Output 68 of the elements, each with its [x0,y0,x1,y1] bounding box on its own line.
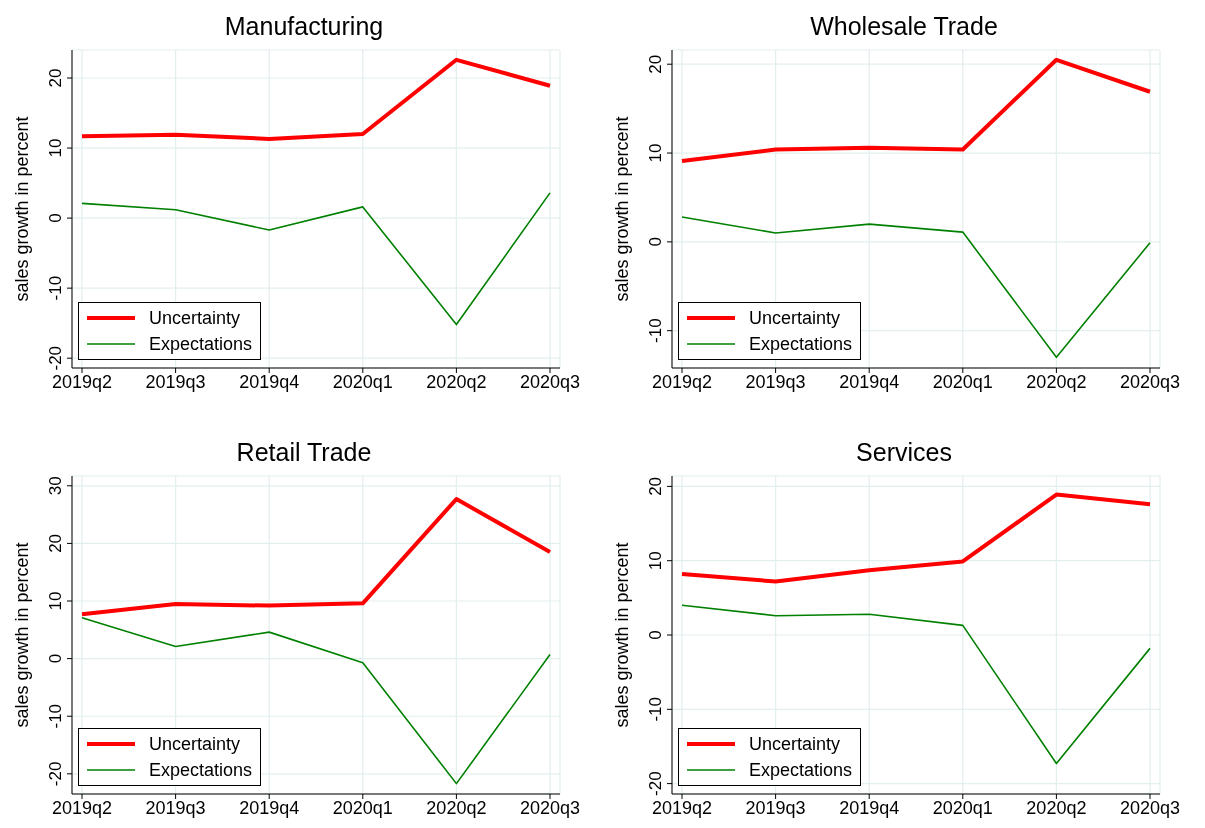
y-tick-label: -20 [46,345,65,371]
chart-title: Manufacturing [223,11,385,42]
x-tick-label: 2019q2 [651,371,713,392]
x-tick-label: 2020q3 [519,371,581,392]
x-tick-label: 2020q2 [1026,371,1087,392]
y-axis-title: sales growth in percent [612,542,633,728]
y-tick-label: 10 [46,591,65,611]
y-tick-label: 10 [646,143,665,163]
x-tick-label: 2019q3 [745,371,806,392]
legend-label: Expectations [749,759,853,781]
y-tick-label: -10 [646,318,665,343]
y-tick-label: -10 [646,697,665,722]
y-tick-label: -20 [646,771,665,796]
x-tick-label: 2020q1 [932,797,993,818]
x-tick-label: 2020q3 [519,797,581,818]
x-tick-label: 2019q2 [651,797,713,818]
legend-label: Expectations [749,333,853,355]
line-series [81,616,551,785]
line-series [681,216,1151,359]
y-tick-label: 0 [46,213,65,223]
y-axis-title: sales growth in percent [612,116,633,302]
legend-label: Uncertainty [149,733,241,755]
y-tick-label: 20 [646,476,665,496]
y-tick-label: -20 [46,761,65,787]
y-tick-label: -10 [46,275,65,301]
line-series [80,57,552,141]
legend-label: Uncertainty [749,307,841,329]
x-tick-label: 2020q3 [1119,371,1181,392]
x-tick-label: 2019q4 [239,371,300,392]
y-tick-label: 30 [46,476,65,496]
x-tick-label: 2019q2 [51,371,113,392]
x-tick-label: 2019q4 [839,371,900,392]
line-series [80,497,552,617]
chart-title: Services [855,437,953,468]
y-tick-label: 0 [646,630,665,640]
chart-title: Retail Trade [235,437,373,468]
line-series [680,57,1152,164]
y-tick-label: 20 [46,68,65,88]
y-tick-label: 10 [646,551,665,571]
x-tick-label: 2019q3 [145,797,206,818]
y-axis-title: sales growth in percent [12,542,33,728]
x-tick-label: 2020q1 [332,371,393,392]
line-series [680,492,1152,584]
legend-label: Expectations [149,333,253,355]
y-tick-label: 10 [46,138,65,158]
y-tick-label: -10 [46,703,65,729]
line-series [81,192,551,326]
chart-title: Wholesale Trade [809,11,999,42]
x-tick-label: 2020q3 [1119,797,1181,818]
y-tick-label: 0 [46,653,65,664]
x-tick-label: 2019q3 [745,797,806,818]
y-tick-label: 0 [646,237,665,247]
y-tick-label: 20 [46,533,65,553]
x-tick-label: 2019q4 [239,797,300,818]
legend-label: Uncertainty [149,307,241,329]
x-tick-label: 2020q2 [426,371,487,392]
x-tick-label: 2019q4 [839,797,900,818]
x-tick-label: 2019q3 [145,371,206,392]
x-tick-label: 2020q2 [426,797,487,818]
legend-label: Uncertainty [749,733,841,755]
x-tick-label: 2020q1 [932,371,993,392]
x-tick-label: 2019q2 [51,797,113,818]
line-series [681,604,1151,765]
legend-label: Expectations [149,759,253,781]
y-tick-label: 20 [646,54,665,74]
x-tick-label: 2020q2 [1026,797,1087,818]
y-axis-title: sales growth in percent [12,116,33,302]
x-tick-label: 2020q1 [332,797,393,818]
